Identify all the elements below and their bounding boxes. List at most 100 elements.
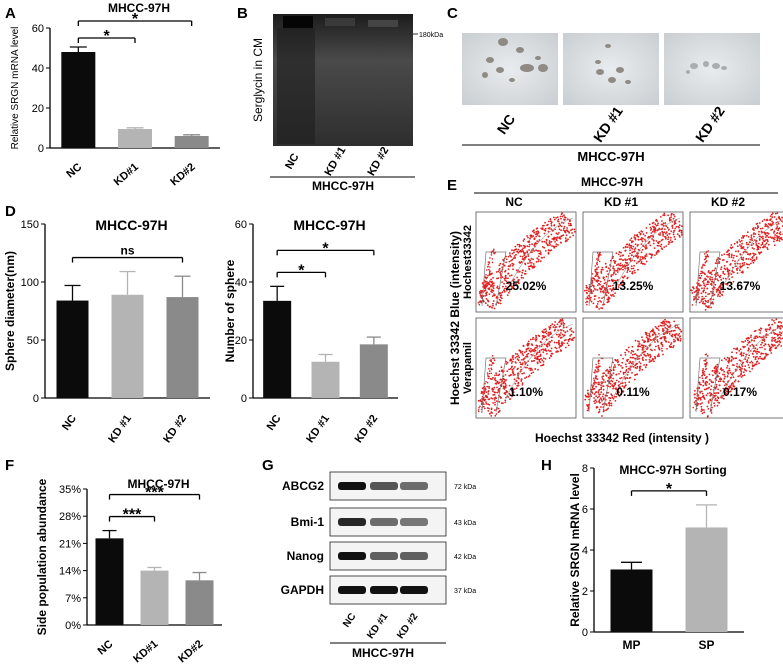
flow-dot [618,373,620,375]
flow-dot [483,399,486,401]
flow-dot [747,336,750,339]
flow-dot [521,350,524,353]
flow-dot [558,236,561,239]
flow-plot: 1.10% [475,317,577,419]
flow-dot [707,402,710,404]
flow-dot [658,233,660,236]
flow-dot [769,349,771,351]
flow-dot [550,339,553,342]
flow-dot [512,372,515,375]
flow-dot [623,275,626,277]
flow-dot [541,240,544,243]
flow-dot [709,278,712,281]
flow-dot [491,378,493,381]
flow-dot [485,284,488,286]
flow-dot [636,373,638,376]
flow-dot [535,358,538,360]
flow-dot [654,334,657,336]
flow-dot [518,245,521,248]
flow-dot [516,384,519,387]
flow-dot [524,270,527,272]
flow-dot [657,241,659,244]
flow-dot [611,384,614,387]
flow-dot [594,275,596,278]
flow-dot [777,227,780,230]
flow-dot [704,363,706,366]
flow-dot [750,334,752,337]
flow-dot [622,283,625,286]
flow-dot [674,238,677,241]
flow-dot [722,277,725,280]
chart-title: MHCC-97H Sorting [619,463,726,477]
flow-dot [637,261,640,263]
flow-dot [765,242,768,245]
flow-dot [760,357,762,360]
flow-dot [548,328,551,331]
flow-dot [630,362,633,365]
flow-dot [750,262,752,265]
flow-dot [646,338,649,341]
flow-dot [612,377,615,380]
flow-dot [610,376,612,379]
flow-dot [698,387,700,389]
flow-dot [649,353,651,356]
flow-dot [771,236,774,239]
flow-dot [494,391,497,394]
flow-dot [720,359,723,362]
flow-dot [617,263,620,266]
flow-dot [649,355,652,358]
flow-dot [620,267,622,270]
flow-dot [570,339,573,341]
flow-dot [674,227,677,230]
flow-dot [509,398,511,400]
flow-dot [628,377,631,379]
flow-dot [559,345,562,348]
flow-dot [607,285,610,288]
flow-dot [535,339,537,342]
flow-dot [702,381,705,383]
flow-dot [652,333,654,336]
flow-dot [761,346,763,349]
flow-dot [521,258,524,260]
spheres-kd2 [686,61,727,74]
flow-dot [593,287,596,290]
flow-dot [539,252,542,254]
flow-dot [608,404,611,407]
flow-dot [614,400,617,402]
flow-dot [596,252,599,254]
flow-percentage: 0.17% [723,385,757,399]
flow-dot [488,270,491,272]
flow-plot: 0.17% [689,317,783,419]
flow-dot [631,271,634,273]
flow-dot [761,339,764,341]
flow-dot [742,259,744,261]
flow-dot [763,240,766,243]
y-axis-label: Sphere diameter(nm) [3,251,17,371]
blot-b-band-kd2 [368,20,398,27]
flow-dot [536,234,539,236]
flow-dot [605,275,608,278]
flow-dot [597,279,600,282]
flow-dot [718,261,721,263]
flow-dot [780,334,782,337]
flow-dot [710,282,713,285]
flow-dot [596,366,598,368]
flow-dot [666,324,669,327]
flow-dot [601,415,603,417]
flow-dot [522,354,525,357]
flow-dot [749,238,752,241]
flow-dot [513,378,516,381]
flow-dot [587,407,589,410]
flow-dot [566,330,569,332]
flow-dot [514,256,516,259]
flow-dot [727,360,729,362]
flow-dot [663,323,666,325]
flow-dot [634,366,637,369]
flow-dot [526,245,529,248]
flow-dot [538,335,541,338]
flow-dot [595,375,597,378]
flow-dot [557,329,559,331]
flow-dot [704,382,707,385]
